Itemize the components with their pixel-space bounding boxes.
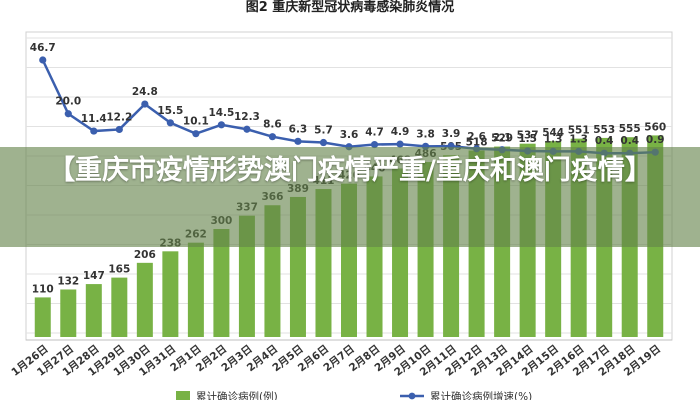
line-label: 4.9 [391,126,410,138]
bar-label: 553 [593,124,615,136]
headline-text: 【重庆市疫情形势澳门疫情严重/重庆和澳门疫情】 [48,155,652,186]
bar-label: 529 [491,133,513,145]
bar-label: 132 [57,275,79,287]
line-label: 14.5 [208,107,234,119]
line-point [294,137,302,145]
line-point [192,130,200,138]
line-label: 3.9 [442,128,461,140]
line-label: 12.3 [234,111,260,123]
line-label: 0.4 [595,135,614,147]
chart-title: 图2 重庆新型冠状病毒感染肺炎情况 [245,0,455,15]
line-label: 46.7 [30,42,56,54]
line-point [268,133,277,141]
line-label: 1.5 [518,133,537,145]
legend-label-bars: 累计确诊病例(例) [196,390,278,400]
line-point [115,125,123,134]
bar-label: 560 [644,121,666,133]
bar-1月31日 [162,251,179,337]
bar-label: 551 [568,125,590,137]
legend: 累计确诊病例(例) 累计确诊病例增速(%) [176,390,532,400]
line-label: 11.4 [81,113,107,125]
line-point [243,125,251,133]
bar-1月27日 [60,289,77,337]
line-label: 2.1 [493,132,512,144]
bar-label: 555 [619,123,641,135]
line-label: 24.8 [132,86,158,98]
headline-banner [0,147,700,247]
line-point [370,140,379,149]
line-label: 0.4 [620,135,639,147]
line-label: 1.3 [569,133,588,145]
line-point [166,119,174,127]
line-label: 2.6 [467,131,486,143]
bar-1月29日 [111,277,128,337]
bar-label: 165 [108,264,130,276]
line-label: 12.2 [106,111,132,123]
legend-swatch-point [408,392,416,400]
line-label: 3.6 [340,129,359,141]
line-label: 1.3 [544,133,563,145]
bar-1月26日 [34,297,51,337]
line-point [39,56,47,64]
bar-label: 537 [517,130,539,142]
line-label: 3.8 [416,128,435,140]
line-label: 10.1 [183,116,209,128]
bar-1月30日 [136,262,153,337]
line-point [319,138,328,147]
line-label: 0.9 [646,134,665,146]
bar-label: 518 [466,137,488,149]
bar-1月28日 [85,284,102,337]
line-point [64,110,72,118]
line-label: 20.0 [55,96,81,108]
line-label: 4.7 [365,127,384,139]
bar-label: 110 [32,283,54,295]
line-point [90,127,98,135]
bar-label: 544 [542,127,564,139]
line-label: 15.5 [157,105,183,117]
line-point [141,100,149,108]
line-label: 6.3 [289,123,308,135]
bar-2月2日 [213,229,230,337]
bar-label: 147 [83,270,105,282]
bar-label: 206 [134,249,156,261]
line-label: 5.7 [314,125,333,137]
line-label: 8.6 [263,119,282,131]
bar-2月1日 [187,242,204,337]
line-point [396,140,404,148]
line-point [217,121,225,129]
legend-swatch-bars [176,391,190,400]
legend-label-line: 累计确诊病例增速(%) [430,390,532,400]
